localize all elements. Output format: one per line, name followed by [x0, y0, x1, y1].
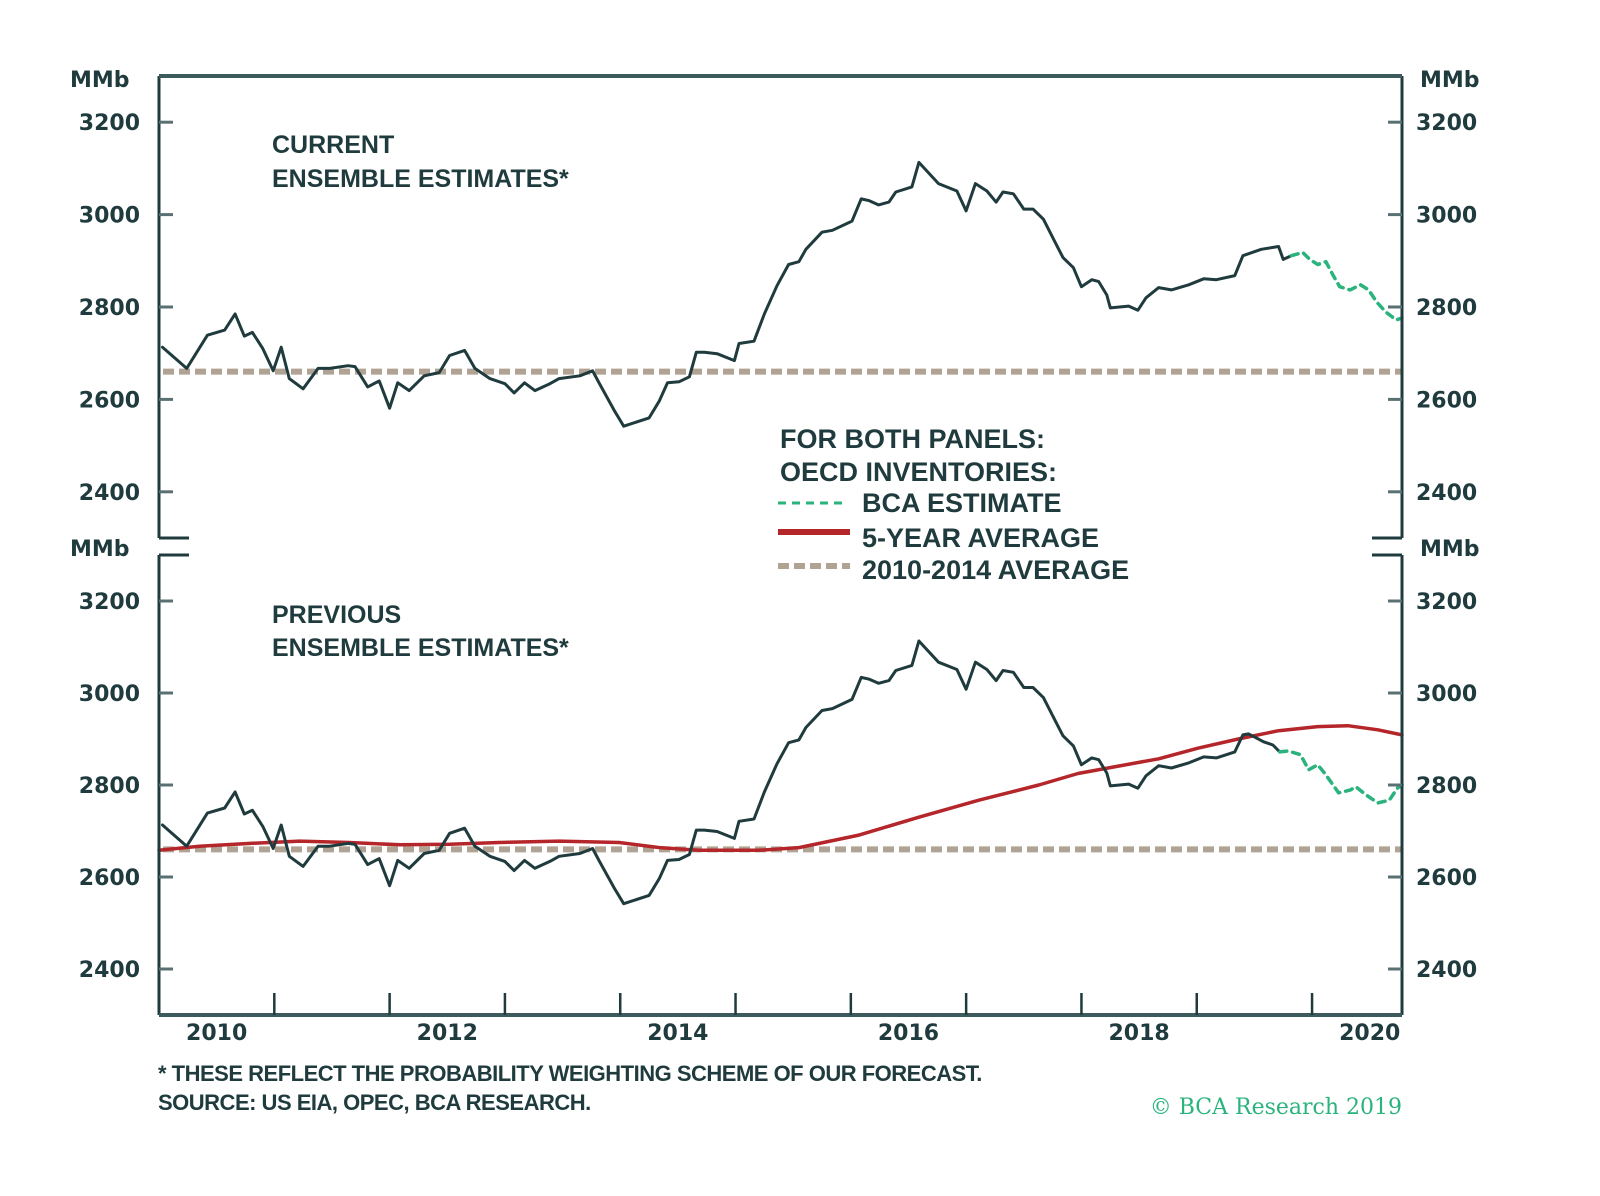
y-units-label-top-left: MMb — [70, 68, 130, 93]
x-axis-labels: 2010 2012 2014 2016 2018 2020 — [186, 1021, 1400, 1046]
y-tick-label-right: 2600 — [1416, 388, 1477, 413]
panel-title-line2: ENSEMBLE ESTIMATES* — [272, 165, 569, 193]
y-tick-label-left: 2600 — [79, 866, 140, 891]
y-tick-label-right: 2600 — [1416, 866, 1477, 891]
legend-title-line1: FOR BOTH PANELS: — [780, 424, 1045, 454]
y-tick-label-right: 3200 — [1416, 590, 1477, 615]
y-tick-label-right: 2800 — [1416, 296, 1477, 321]
y-tick-label-left: 3200 — [79, 111, 140, 136]
y-tick-label-right: 2800 — [1416, 774, 1477, 799]
panel-previous: 2400 2400 2600 2600 2800 2800 3000 3000 3200 3200… — [79, 553, 1477, 1017]
history-line — [161, 639, 1282, 906]
legend-title-line2: OECD INVENTORIES: — [780, 457, 1057, 487]
x-tick-label: 2012 — [417, 1021, 478, 1046]
legend-label-2010-2014-average: 2010-2014 AVERAGE — [862, 555, 1129, 585]
y-tick-label-left: 3000 — [79, 204, 140, 229]
y-tick-label-left: 2600 — [79, 388, 140, 413]
history-line — [161, 160, 1293, 428]
y-tick-label-left: 2800 — [79, 296, 140, 321]
y-units-label-bottom-left: MMb — [70, 537, 130, 562]
legend: FOR BOTH PANELS: OECD INVENTORIES: BCA E… — [778, 424, 1129, 585]
y-tick-label-left: 2400 — [79, 958, 140, 983]
source-note: SOURCE: US EIA, OPEC, BCA RESEARCH. — [158, 1090, 591, 1115]
y-tick-label-right: 3200 — [1416, 111, 1477, 136]
x-tick-label: 2014 — [647, 1021, 708, 1046]
x-tick-label: 2016 — [878, 1021, 939, 1046]
legend-label-bca-estimate: BCA ESTIMATE — [862, 488, 1062, 518]
y-tick-label-right: 2400 — [1416, 481, 1477, 506]
y-tick-label-left: 2800 — [79, 774, 140, 799]
y-tick-label-left: 3200 — [79, 590, 140, 615]
copyright: © BCA Research 2019 — [1150, 1095, 1402, 1120]
y-tick-label-left: 3000 — [79, 682, 140, 707]
y-units-label-top-right: MMb — [1420, 68, 1480, 93]
x-tick-label: 2020 — [1339, 1021, 1400, 1046]
x-tick-label: 2010 — [186, 1021, 247, 1046]
x-tick-label: 2018 — [1108, 1021, 1169, 1046]
footnote: * THESE REFLECT THE PROBABILITY WEIGHTIN… — [158, 1061, 982, 1086]
panel-title-line1: CURRENT — [272, 131, 394, 159]
y-tick-label-left: 2400 — [79, 481, 140, 506]
bca-estimate-line — [1278, 749, 1404, 805]
y-tick-label-right: 2400 — [1416, 958, 1477, 983]
bca-estimate-line — [1289, 250, 1404, 322]
panel-current: 2400 2400 2600 2600 2800 2800 3000 3000 3200 3200… — [79, 74, 1477, 540]
five-year-average-line — [157, 723, 1404, 853]
panel-title-line2: ENSEMBLE ESTIMATES* — [272, 634, 569, 662]
y-tick-label-right: 3000 — [1416, 204, 1477, 229]
y-units-label-bottom-right: MMb — [1420, 537, 1480, 562]
y-tick-label-right: 3000 — [1416, 682, 1477, 707]
panel-title-line1: PREVIOUS — [272, 601, 401, 629]
legend-label-5-year-average: 5-YEAR AVERAGE — [862, 523, 1099, 553]
